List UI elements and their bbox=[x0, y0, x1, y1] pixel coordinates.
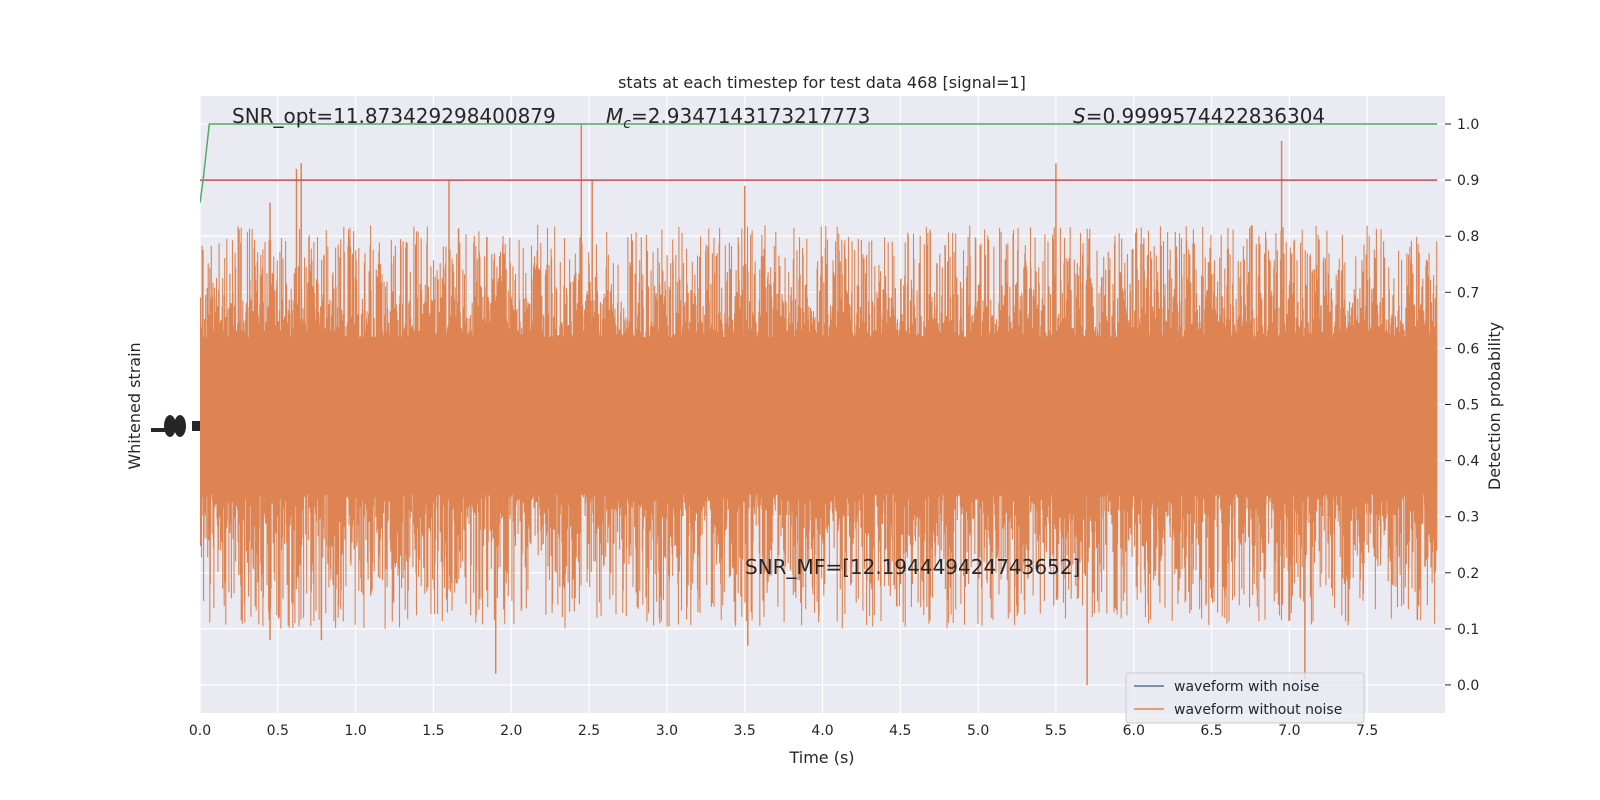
y-tick-label: 0.3 bbox=[1457, 510, 1479, 526]
waveform-without-noise-core bbox=[200, 337, 1438, 495]
mc-annotation: Mc=2.9347143173217773 bbox=[606, 104, 870, 132]
waveform-without-noise-extremes bbox=[269, 124, 1306, 685]
left-axis-collapsed-ticks bbox=[151, 415, 200, 437]
detection-probability-layer bbox=[200, 123, 1438, 203]
legend: waveform with noise waveform without noi… bbox=[1125, 672, 1365, 724]
y-tick-label: 0.5 bbox=[1457, 398, 1479, 414]
mc-symbol: M bbox=[606, 104, 623, 128]
y-tick-label: 0.1 bbox=[1457, 622, 1479, 638]
x-tick-label: 7.5 bbox=[1356, 723, 1378, 739]
y-axis-ticks: 0.0 0.1 0.2 0.3 0.4 0.5 0.6 0.7 0.8 0.9 1.0 bbox=[1445, 117, 1479, 694]
x-tick-label: 6.5 bbox=[1200, 723, 1222, 739]
x-tick-label: 0.0 bbox=[189, 723, 211, 739]
s-value: =0.9999574422836304 bbox=[1086, 104, 1325, 128]
x-tick-label: 3.0 bbox=[656, 723, 678, 739]
x-tick-label: 2.5 bbox=[578, 723, 600, 739]
x-tick-label: 5.0 bbox=[967, 723, 989, 739]
x-tick-label: 3.5 bbox=[734, 723, 756, 739]
plot-content bbox=[200, 123, 1438, 685]
y-tick-label: 0.2 bbox=[1457, 566, 1479, 582]
x-tick-label: 6.0 bbox=[1123, 723, 1145, 739]
s-annotation: S=0.9999574422836304 bbox=[1073, 104, 1325, 128]
right-axis-label: Detection probability bbox=[1485, 322, 1504, 490]
left-axis-label: Whitened strain bbox=[125, 342, 144, 469]
y-tick-label: 1.0 bbox=[1457, 117, 1479, 133]
y-tick-label: 0.7 bbox=[1457, 285, 1479, 301]
legend-box bbox=[1125, 672, 1365, 724]
s-symbol: S bbox=[1073, 104, 1086, 128]
detection-probability-line bbox=[200, 123, 1438, 203]
chart-title: stats at each timestep for test data 468… bbox=[618, 73, 1026, 92]
x-axis-label: Time (s) bbox=[788, 748, 854, 767]
legend-label-with-noise: waveform with noise bbox=[1174, 679, 1319, 695]
y-tick-label: 0.0 bbox=[1457, 678, 1479, 694]
y-tick-label: 0.9 bbox=[1457, 173, 1479, 189]
y-tick-label: 0.6 bbox=[1457, 341, 1479, 357]
x-tick-label: 2.0 bbox=[500, 723, 522, 739]
x-tick-label: 5.5 bbox=[1045, 723, 1067, 739]
x-tick-label: 4.5 bbox=[889, 723, 911, 739]
mc-value: =2.9347143173217773 bbox=[631, 104, 870, 128]
snr-opt-annotation: SNR_opt=11.873429298400879 bbox=[232, 104, 556, 128]
x-axis-ticks: 0.0 0.5 1.0 1.5 2.0 2.5 3.0 3.5 4.0 4.5 5.0 5.5 6.0 6… bbox=[189, 723, 1378, 739]
waveform-without-noise-series bbox=[200, 124, 1438, 685]
y-tick-label: 0.8 bbox=[1457, 229, 1479, 245]
mc-subscript: c bbox=[623, 116, 631, 132]
x-tick-label: 7.0 bbox=[1278, 723, 1300, 739]
x-tick-label: 4.0 bbox=[811, 723, 833, 739]
x-tick-label: 1.5 bbox=[422, 723, 444, 739]
x-tick-label: 0.5 bbox=[267, 723, 289, 739]
snr-mf-annotation: SNR_MF=[12.194449424743652] bbox=[745, 555, 1080, 579]
x-tick-label: 1.0 bbox=[344, 723, 366, 739]
y-tick-label: 0.4 bbox=[1457, 454, 1479, 470]
legend-label-without-noise: waveform without noise bbox=[1174, 702, 1342, 718]
